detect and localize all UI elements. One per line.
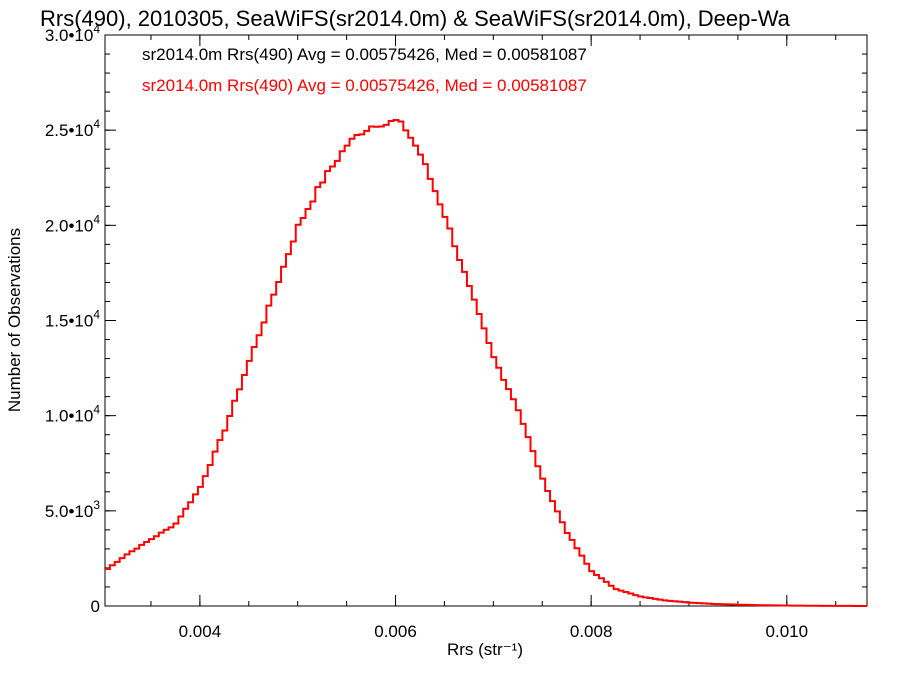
legend-entry-1: sr2014.0m Rrs(490) Avg = 0.00575426, Med… [142, 45, 587, 64]
x-tick-label: 0.004 [179, 622, 222, 641]
x-tick-label: 0.008 [570, 622, 613, 641]
x-tick-label: 0.010 [766, 622, 809, 641]
y-tick-label: 5.0•103 [45, 498, 101, 521]
major-ticks [105, 34, 867, 607]
y-axis-label: Number of Observations [5, 228, 24, 412]
y-tick-label: 2.5•104 [45, 117, 101, 140]
x-tick-labels: 0.004 0.006 0.008 0.010 [179, 622, 808, 641]
chart-title: Rrs(490), 2010305, SeaWiFS(sr2014.0m) & … [40, 6, 791, 31]
minor-ticks [105, 34, 867, 607]
plot-area: 0.004 0.006 0.008 0.010 0 5.0•103 1.0•104 1.5•… [45, 22, 868, 641]
y-tick-label: 1.5•104 [45, 308, 101, 331]
y-tick-labels: 0 5.0•103 1.0•104 1.5•104 2.0•104 2.5•104 3.0•… [45, 22, 101, 616]
y-tick-label: 3.0•104 [45, 22, 101, 45]
series-layer [105, 118, 867, 607]
y-tick-label: 0 [91, 597, 100, 616]
plot-frame [104, 34, 868, 607]
x-axis-label: Rrs (str⁻¹) [447, 640, 523, 659]
y-tick-label: 1.0•104 [45, 403, 101, 426]
histogram-series-1 [105, 118, 867, 607]
legend-entry-2: sr2014.0m Rrs(490) Avg = 0.00575426, Med… [142, 76, 587, 95]
x-tick-label: 0.006 [374, 622, 417, 641]
y-tick-label: 2.0•104 [45, 212, 101, 235]
